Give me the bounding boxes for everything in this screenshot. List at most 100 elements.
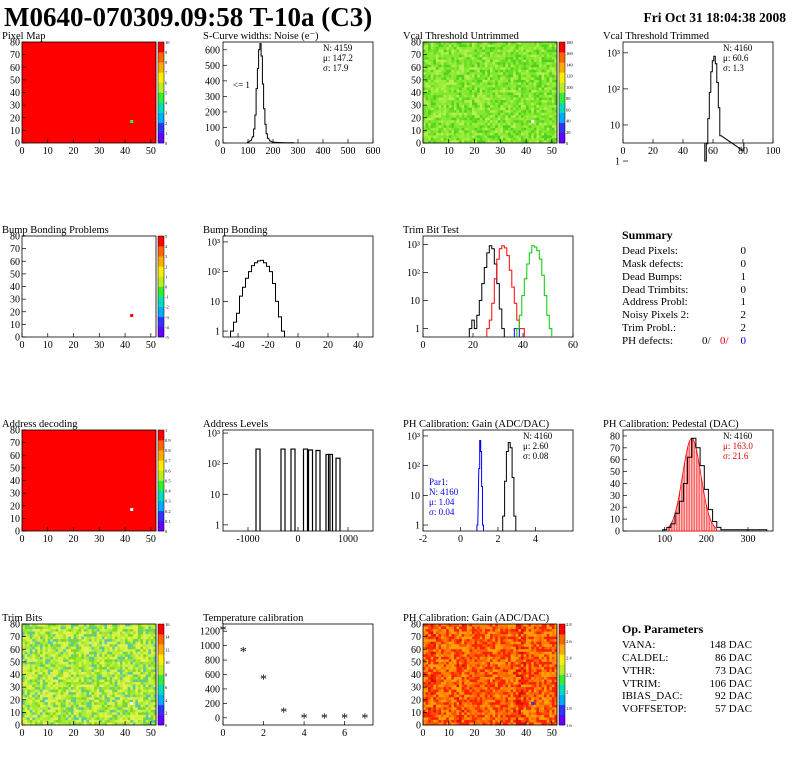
z-scale-label: 2.2 bbox=[566, 673, 572, 678]
panel-title: PH Calibration: Pedestal (DAC) bbox=[603, 419, 739, 430]
summary-row: Dead Pixels: 0 bbox=[622, 245, 746, 258]
x-tick-label: 0 bbox=[421, 728, 426, 739]
op-param-value: 57 DAC bbox=[715, 703, 752, 716]
x-tick-label: 200 bbox=[266, 146, 281, 157]
x-tick-label: 20 bbox=[69, 340, 79, 351]
x-tick-label: 40 bbox=[120, 340, 130, 351]
panel-title: Temperature calibration bbox=[203, 613, 304, 624]
y-tick-label: 200 bbox=[205, 107, 220, 118]
y-tick-label: 10³ bbox=[407, 431, 420, 442]
z-scale-label: 10 bbox=[165, 660, 170, 665]
x-tick-label: 80 bbox=[738, 146, 748, 157]
y-tick-label: 20 bbox=[10, 307, 20, 318]
y-tick-label: 60 bbox=[610, 455, 620, 466]
y-tick-label: 40 bbox=[411, 88, 421, 99]
x-tick-label: 30 bbox=[94, 728, 104, 739]
stats-text: N: 4159 bbox=[323, 43, 353, 53]
address-level-peak bbox=[280, 448, 286, 531]
heatmap-fill bbox=[22, 42, 156, 143]
stats-text: N: 4160 bbox=[723, 43, 753, 53]
x-tick-label: 0 bbox=[221, 728, 226, 739]
histogram-series-1 bbox=[476, 440, 484, 531]
panel-title: Bump Bonding Problems bbox=[2, 225, 109, 236]
y-tick-label: 30 bbox=[610, 491, 620, 502]
z-scale-label: 2.6 bbox=[566, 639, 572, 644]
y-tick-label: 80 bbox=[10, 426, 20, 437]
y-tick-label: 0 bbox=[416, 721, 421, 732]
x-tick-label: 0 bbox=[458, 534, 463, 545]
x-tick-label: 2 bbox=[261, 728, 266, 739]
panel-scurve: S-Curve widths: Noise (e⁻) 0 100 200 300 400 5… bbox=[203, 31, 381, 157]
temperature-point: * bbox=[301, 712, 308, 727]
z-scale-label: 100 bbox=[566, 85, 574, 90]
y-tick-label: 30 bbox=[10, 101, 20, 112]
y-tick-label: 70 bbox=[10, 50, 20, 61]
y-tick-label: 10 bbox=[210, 297, 220, 308]
panel-title: Vcal Threshold Trimmed bbox=[603, 31, 710, 42]
timestamp: Fri Oct 31 18:04:38 2008 bbox=[643, 10, 786, 25]
x-tick-label: 40 bbox=[521, 146, 531, 157]
summary-row: Trim Probl.: 2 bbox=[622, 322, 746, 335]
highlight-pixel bbox=[130, 702, 134, 705]
ph-defects-blue: 0 bbox=[740, 335, 747, 348]
x-tick-label: 10 bbox=[43, 728, 53, 739]
y-tick-label: 50 bbox=[411, 657, 421, 668]
summary-label: Dead Trimbits: bbox=[622, 283, 689, 296]
op-param-value: 86 DAC bbox=[715, 651, 752, 664]
y-tick-label: 10 bbox=[410, 491, 420, 502]
z-scale-label: 4 bbox=[165, 698, 168, 703]
stats-text: σ: 0.08 bbox=[523, 451, 549, 461]
x-tick-label: 40 bbox=[353, 340, 363, 351]
z-scale-label: -4 bbox=[165, 325, 169, 330]
x-tick-label: 50 bbox=[146, 728, 156, 739]
op-param-label: VTHR: bbox=[622, 664, 655, 677]
x-tick-label: 200 bbox=[699, 534, 714, 545]
y-tick-label: 10² bbox=[207, 459, 220, 470]
op-param-value: 148 DAC bbox=[709, 638, 752, 651]
x-tick-label: 50 bbox=[146, 146, 156, 157]
address-level-peak bbox=[302, 448, 309, 531]
y-tick-label: 80 bbox=[10, 38, 20, 49]
x-tick-label: 50 bbox=[547, 146, 557, 157]
x-tick-label: 0 bbox=[20, 340, 25, 351]
temperature-point: * bbox=[220, 623, 227, 638]
y-tick-label: 50 bbox=[610, 467, 620, 478]
op-param-label: VOFFSETOP: bbox=[622, 703, 687, 716]
x-tick-label: 1000 bbox=[338, 534, 358, 545]
op-param-row: VTRIM: 106 DAC bbox=[622, 678, 752, 691]
y-tick-label: 1000 bbox=[200, 641, 220, 652]
ph-defects-black: 0/ bbox=[702, 335, 711, 348]
underflow-note: <= 1 bbox=[233, 80, 250, 90]
y-tick-label: 500 bbox=[205, 61, 220, 72]
y-tick-label: 10 bbox=[10, 708, 20, 719]
y-tick-label: 10² bbox=[407, 268, 420, 279]
x-tick-label: 4 bbox=[302, 728, 307, 739]
y-tick-label: 10 bbox=[210, 490, 220, 501]
x-tick-label: 10 bbox=[444, 146, 454, 157]
x-tick-label: 500 bbox=[341, 146, 356, 157]
z-scale-label: 0.1 bbox=[165, 519, 171, 524]
y-tick-label: 40 bbox=[411, 670, 421, 681]
x-tick-label: 10 bbox=[43, 146, 53, 157]
y-tick-label: 80 bbox=[411, 38, 421, 49]
y-tick-label: 10 bbox=[411, 708, 421, 719]
x-tick-label: 60 bbox=[708, 146, 718, 157]
panel-title: PH Calibration: Gain (ADC/DAC) bbox=[403, 613, 550, 624]
z-scale-label: 2.8 bbox=[566, 622, 572, 627]
panel-title: S-Curve widths: Noise (e⁻) bbox=[203, 31, 319, 42]
y-tick-label: 20 bbox=[10, 113, 20, 124]
stats-text-red: σ: 21.6 bbox=[723, 451, 749, 461]
op-param-label: IBIAS_DAC: bbox=[622, 690, 683, 703]
summary-panel: Summary Dead Pixels: 0 Mask defects: 0 Dead … bbox=[622, 229, 746, 348]
y-tick-label: 70 bbox=[610, 443, 620, 454]
summary-label: Dead Pixels: bbox=[622, 244, 678, 257]
y-tick-label: 800 bbox=[205, 656, 220, 667]
y-tick-label: 50 bbox=[10, 657, 20, 668]
x-tick-label: 20 bbox=[470, 728, 480, 739]
z-scale-label: 16 bbox=[165, 622, 170, 627]
op-param-value: 106 DAC bbox=[709, 677, 752, 690]
y-tick-label: 0 bbox=[15, 333, 20, 344]
x-tick-label: 30 bbox=[94, 534, 104, 545]
stats-text: N: 4160 bbox=[723, 431, 753, 441]
